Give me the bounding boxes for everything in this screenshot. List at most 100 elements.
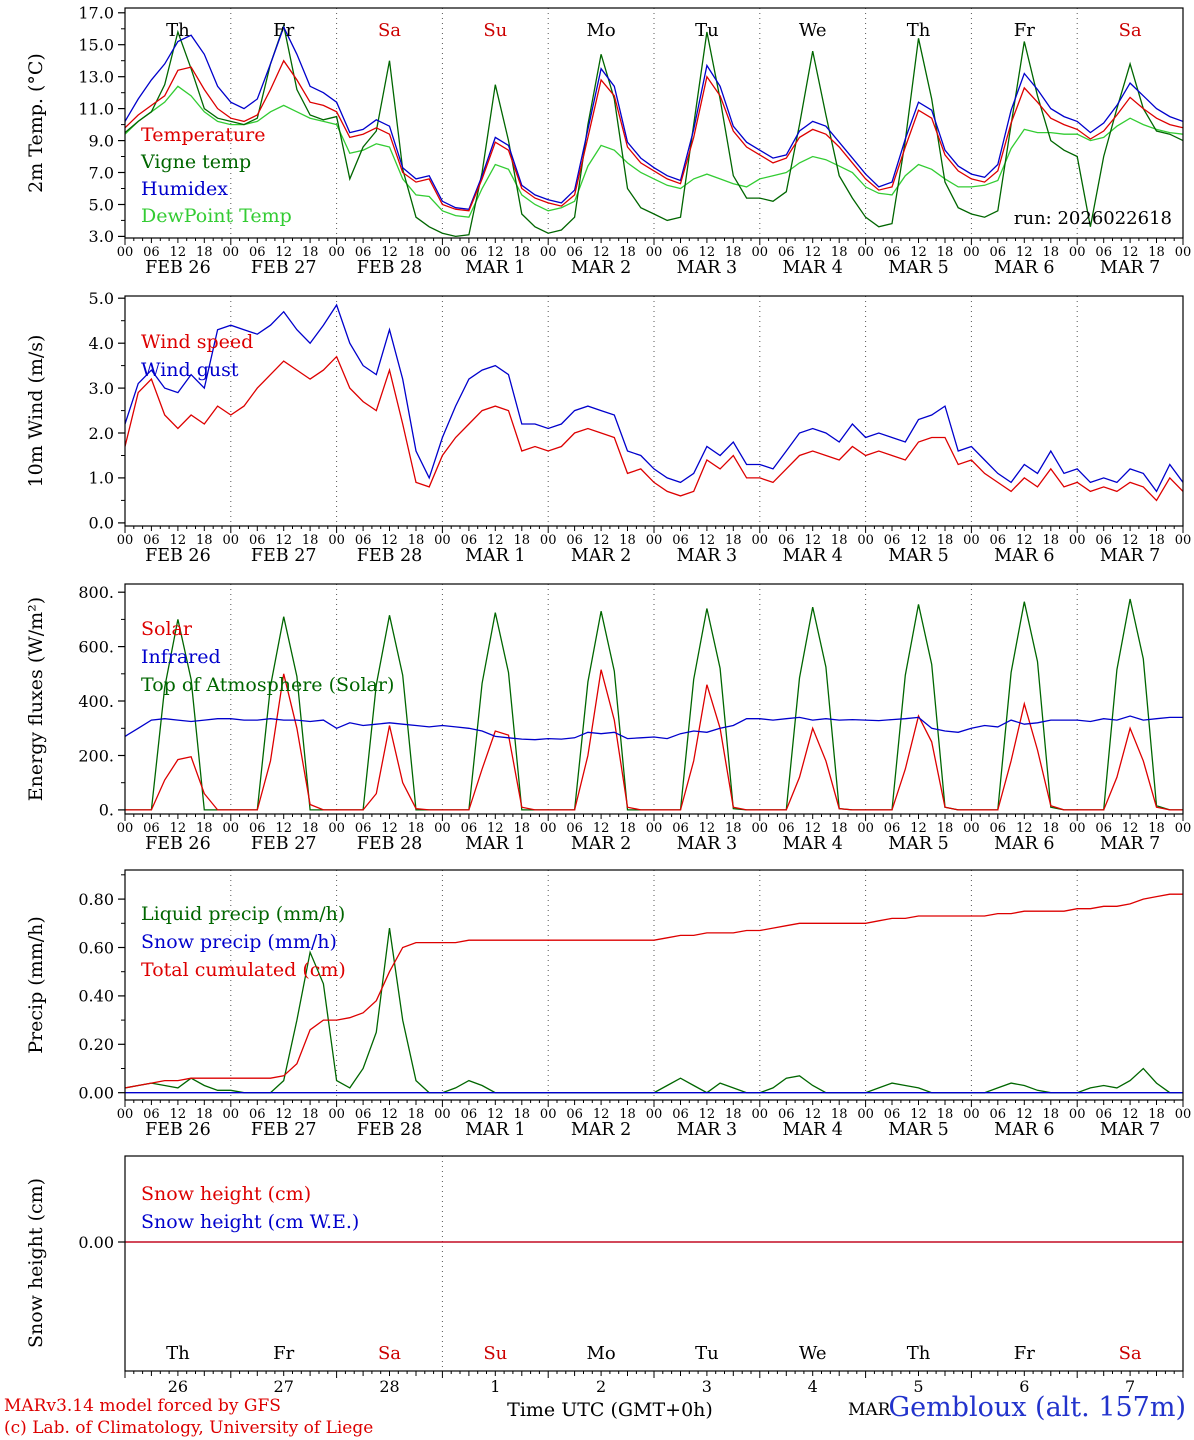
- hour-label: 06: [461, 821, 478, 836]
- hour-label: 12: [170, 533, 187, 548]
- hour-label: 06: [249, 821, 266, 836]
- hour-label: 00: [328, 245, 345, 260]
- hour-label: 06: [566, 533, 583, 548]
- hour-label: 18: [408, 533, 425, 548]
- credit-line-1: MARv3.14 model forced by GFS: [4, 1396, 281, 1416]
- hour-label: 18: [302, 245, 319, 260]
- hour-label: 18: [831, 1107, 848, 1122]
- date-label: MAR 1: [465, 546, 525, 566]
- series-humidex: [125, 25, 1183, 211]
- day-number-label: 4: [808, 1377, 818, 1396]
- hour-label: 06: [778, 533, 795, 548]
- date-label: MAR 4: [782, 1120, 842, 1140]
- hour-label: 12: [275, 821, 292, 836]
- date-label: MAR 6: [994, 258, 1054, 278]
- ylabel-snow: Snow height (cm): [25, 1177, 47, 1349]
- y-tick-label: 3.0: [89, 379, 114, 398]
- day-name-label: Mo: [586, 20, 615, 41]
- hour-label: 00: [963, 1107, 980, 1122]
- series-dewpoint-temp: [125, 85, 1183, 218]
- hour-label: 12: [170, 245, 187, 260]
- hour-label: 18: [937, 821, 954, 836]
- hour-label: 00: [1069, 1107, 1086, 1122]
- hour-label: 18: [937, 245, 954, 260]
- legend-wind-speed: Wind speed: [141, 331, 254, 353]
- day-name-label: Th: [907, 1343, 931, 1364]
- legend-liquid-precip: Liquid precip (mm/h): [141, 903, 346, 925]
- hour-label: 18: [725, 821, 742, 836]
- y-tick-label: 15.0: [78, 35, 114, 54]
- hour-label: 18: [514, 1107, 531, 1122]
- credit-line-2: (c) Lab. of Climatology, University of L…: [4, 1418, 374, 1438]
- hour-label: 06: [143, 245, 160, 260]
- date-label: MAR 5: [888, 834, 948, 854]
- day-number-label: 26: [168, 1377, 188, 1396]
- hour-label: 06: [884, 821, 901, 836]
- date-label: FEB 28: [357, 1120, 423, 1140]
- day-number-label: 3: [702, 1377, 712, 1396]
- hour-label: 06: [990, 1107, 1007, 1122]
- hour-label: 18: [196, 533, 213, 548]
- hour-label: 18: [725, 1107, 742, 1122]
- day-number-label: 28: [379, 1377, 399, 1396]
- hour-label: 06: [143, 821, 160, 836]
- hour-label: 00: [752, 1107, 769, 1122]
- date-label: FEB 28: [357, 546, 423, 566]
- hour-label: 12: [910, 533, 927, 548]
- hour-label: 18: [1043, 821, 1060, 836]
- run-label: run: 2026022618: [1013, 208, 1172, 229]
- hour-label: 00: [1175, 533, 1192, 548]
- hour-label: 00: [328, 533, 345, 548]
- hour-label: 12: [381, 533, 398, 548]
- hour-label: 00: [434, 533, 451, 548]
- hour-label: 12: [804, 533, 821, 548]
- hour-label: 00: [963, 245, 980, 260]
- hour-label: 12: [699, 821, 716, 836]
- hour-label: 06: [990, 533, 1007, 548]
- hour-label: 00: [117, 821, 134, 836]
- hour-label: 18: [514, 245, 531, 260]
- hour-label: 00: [1175, 1107, 1192, 1122]
- hour-label: 12: [170, 821, 187, 836]
- day-name-label: We: [799, 1343, 827, 1364]
- legend-solar: Solar: [141, 618, 192, 640]
- y-tick-label: 3.0: [89, 227, 114, 246]
- hour-label: 06: [249, 533, 266, 548]
- day-name-label: Su: [483, 1343, 507, 1364]
- y-tick-label: 0.80: [78, 890, 114, 909]
- hour-label: 06: [249, 1107, 266, 1122]
- date-label: FEB 27: [251, 546, 317, 566]
- hour-label: 00: [328, 1107, 345, 1122]
- y-tick-label: 0.: [99, 801, 114, 820]
- hour-label: 12: [381, 245, 398, 260]
- hour-label: 06: [461, 245, 478, 260]
- hour-label: 12: [593, 245, 610, 260]
- hour-label: 12: [593, 1107, 610, 1122]
- hour-label: 06: [566, 245, 583, 260]
- hour-label: 06: [355, 245, 372, 260]
- hour-label: 00: [857, 1107, 874, 1122]
- date-label: FEB 27: [251, 258, 317, 278]
- hour-label: 06: [672, 821, 689, 836]
- date-label: MAR 2: [571, 834, 631, 854]
- y-tick-label: 400.: [78, 692, 114, 711]
- date-label: MAR 6: [994, 1120, 1054, 1140]
- hour-label: 18: [937, 1107, 954, 1122]
- hour-label: 18: [619, 533, 636, 548]
- hour-label: 18: [1043, 245, 1060, 260]
- hour-label: 06: [1095, 533, 1112, 548]
- legend-vigne-temp: Vigne temp: [141, 151, 252, 173]
- hour-label: 18: [196, 1107, 213, 1122]
- date-label: MAR 1: [465, 258, 525, 278]
- day-number-label: 2: [596, 1377, 606, 1396]
- hour-label: 00: [223, 821, 240, 836]
- hour-label: 00: [752, 245, 769, 260]
- date-label: FEB 27: [251, 834, 317, 854]
- y-tick-label: 200.: [78, 746, 114, 765]
- hour-label: 06: [461, 1107, 478, 1122]
- hour-label: 12: [804, 1107, 821, 1122]
- hour-label: 06: [884, 245, 901, 260]
- hour-label: 12: [1122, 1107, 1139, 1122]
- legend-total-cumulated: Total cumulated (cm): [141, 959, 346, 981]
- day-name-label: Sa: [1119, 20, 1142, 41]
